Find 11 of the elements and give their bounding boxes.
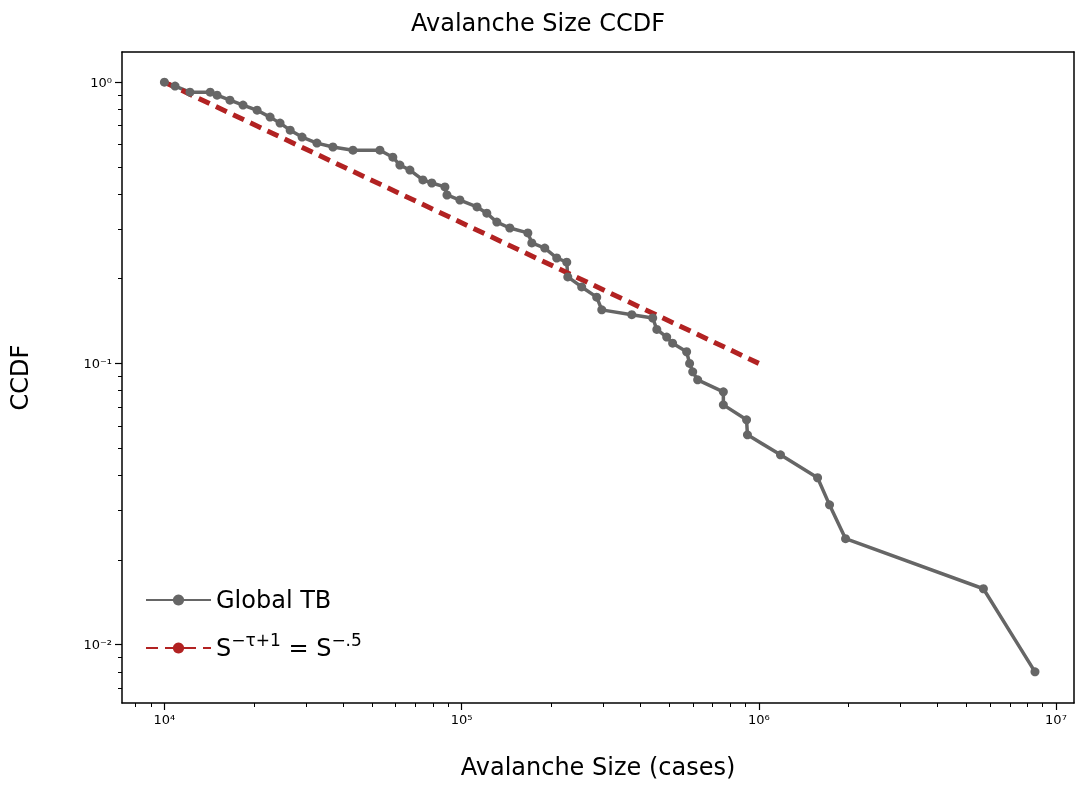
legend-label: Global TB <box>216 586 332 614</box>
x-tick-label: 10⁶ <box>747 712 770 727</box>
y-tick-label: 10⁰ <box>90 74 112 90</box>
x-axis-title: Avalanche Size (cases) <box>460 753 736 781</box>
y-tick-label: 10⁻² <box>83 637 112 653</box>
x-tick-label: 10⁵ <box>450 712 473 727</box>
x-tick-label: 10⁷ <box>1045 712 1067 727</box>
chart-title: Avalanche Size CCDF <box>410 9 666 37</box>
y-axis-title: CCDF <box>6 344 34 411</box>
y-tick-label: 10⁻¹ <box>83 355 112 371</box>
x-tick-label: 10⁴ <box>153 712 176 727</box>
